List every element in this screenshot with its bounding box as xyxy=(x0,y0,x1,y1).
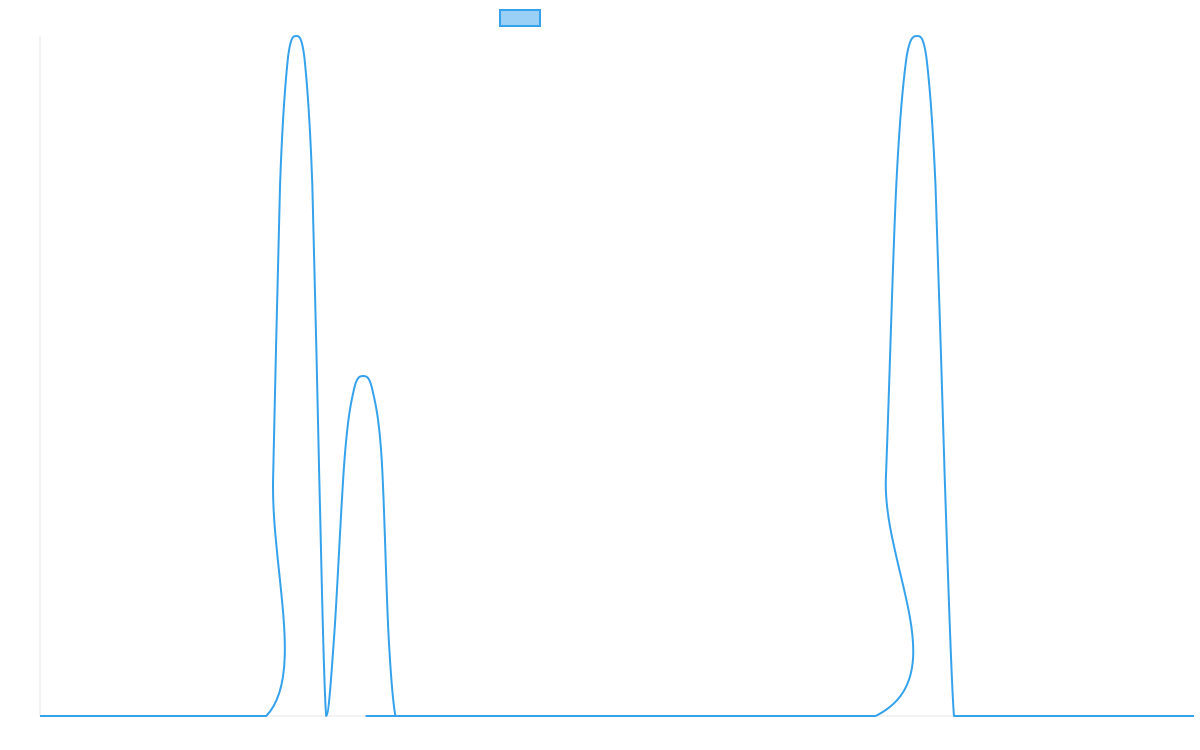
series-line xyxy=(40,35,1194,718)
series-layer xyxy=(40,35,1194,718)
axes xyxy=(39,36,1194,717)
legend[interactable] xyxy=(499,9,541,27)
legend-swatch[interactable] xyxy=(499,9,541,27)
